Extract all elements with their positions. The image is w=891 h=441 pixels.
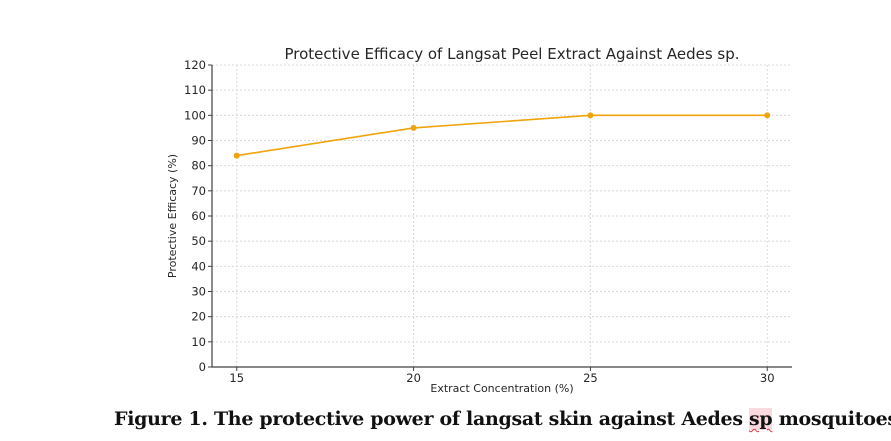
x-tick-label: 30 — [760, 371, 775, 385]
y-tick-label: 110 — [184, 83, 206, 97]
y-tick-label: 90 — [191, 134, 206, 148]
data-point — [233, 152, 240, 159]
x-axis-ticks: 15 20 25 30 — [229, 367, 775, 385]
y-tick-label: 20 — [191, 310, 206, 324]
y-axis-label: Protective Efficacy (%) — [166, 154, 179, 278]
data-point — [410, 124, 417, 131]
spellcheck-flagged-word[interactable]: sp — [749, 408, 773, 430]
y-tick-label: 70 — [191, 184, 206, 198]
series-line — [236, 114, 768, 157]
y-tick-label: 50 — [191, 234, 206, 248]
y-axis-ticks: 0 10 20 30 40 50 60 70 80 90 100 110 120 — [184, 58, 212, 374]
chart-title: Protective Efficacy of Langsat Peel Extr… — [284, 45, 739, 63]
y-tick-label: 120 — [184, 58, 206, 72]
figure-caption: Figure 1. The protective power of langsa… — [114, 408, 891, 430]
y-tick-label: 0 — [199, 360, 206, 374]
y-gridlines — [212, 64, 792, 343]
x-tick-label: 15 — [229, 371, 244, 385]
x-tick-label: 20 — [406, 371, 421, 385]
series-layer — [233, 112, 771, 159]
y-tick-label: 100 — [184, 108, 206, 122]
y-tick-label: 80 — [191, 159, 206, 173]
y-tick-label: 60 — [191, 209, 206, 223]
x-tick-label: 25 — [583, 371, 598, 385]
line-chart: Protective Efficacy of Langsat Peel Extr… — [166, 45, 792, 395]
x-axis-label: Extract Concentration (%) — [430, 382, 573, 395]
caption-suffix: mosquitoes — [772, 408, 891, 430]
caption-text: Figure 1. The protective power of langsa… — [114, 408, 750, 430]
data-point — [764, 112, 771, 119]
data-point — [587, 112, 594, 119]
y-tick-label: 30 — [191, 285, 206, 299]
y-tick-label: 40 — [191, 259, 206, 273]
axes-frame — [211, 65, 792, 368]
y-tick-label: 10 — [191, 335, 206, 349]
